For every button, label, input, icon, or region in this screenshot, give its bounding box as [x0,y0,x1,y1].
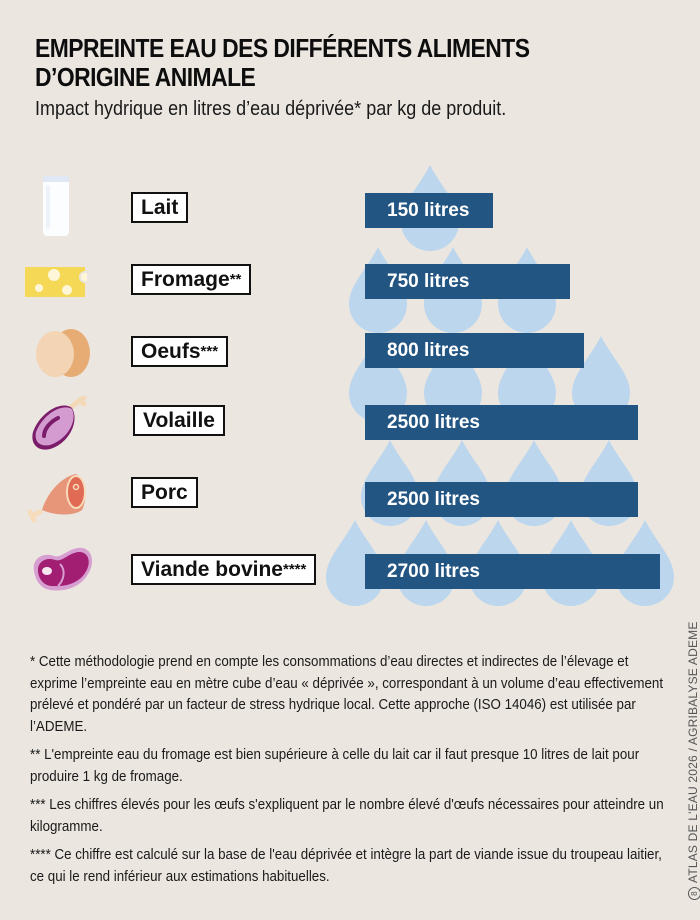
category-label-fromage: Fromage ** [131,264,252,295]
milk-glass-icon [40,175,72,237]
category-label-porc: Porc [131,477,198,508]
ham-icon [27,470,90,526]
category-label-lait: Lait [131,192,189,223]
footnotes: * Cette méthodologie prend en compte les… [30,652,670,895]
bar-viande-bovine: 2700 litres [365,554,660,589]
category-name: Lait [141,195,179,219]
steak-icon [30,544,96,594]
water-drop-icon [424,336,482,422]
water-drop-icon [349,336,407,422]
eggs-icon [30,328,92,378]
category-name: Oeufs [141,339,201,363]
footnote-2: ** L'empreinte eau du fromage est bien s… [30,747,640,785]
chicken-leg-icon [28,395,90,454]
credit-text: ATLAS DE L'EAU 2026 / AGRIBALYSE ADEME [686,621,700,883]
water-drop-icon [498,336,556,422]
page-subtitle: Impact hydrique en litres d’eau déprivée… [35,98,507,120]
water-drop-icon [572,336,630,422]
license-icon: 8 [688,887,700,900]
category-name: Porc [141,480,188,504]
bar-volaille: 2500 litres [365,405,638,440]
category-name: Fromage [141,267,230,291]
category-name: Viande bovine [141,557,283,581]
category-name: Volaille [143,408,215,432]
title-line-1: EMPREINTE EAU DES DIFFÉRENTS ALIMENTS [35,33,530,63]
category-label-viande-bovine: Viande bovine **** [131,554,317,585]
title-line-2: D’ORIGINE ANIMALE [35,62,256,92]
footnote-3: *** Les chiffres élevés pour les œufs s'… [30,797,664,835]
bar-lait: 150 litres [365,193,493,228]
bar-porc: 2500 litres [365,482,638,517]
footnote-1: * Cette méthodologie prend en compte les… [30,654,664,735]
source-credit: 8 ATLAS DE L'EAU 2026 / AGRIBALYSE ADEME [686,621,700,900]
category-label-volaille: Volaille [133,405,225,436]
footnote-4: **** Ce chiffre est calculé sur la base … [30,847,662,885]
category-label-oeufs: Oeufs *** [131,336,229,367]
cheese-icon [25,265,91,299]
page-title: EMPREINTE EAU DES DIFFÉRENTS ALIMENTS D’… [35,34,651,92]
bar-oeufs: 800 litres [365,333,584,368]
bar-fromage: 750 litres [365,264,570,299]
